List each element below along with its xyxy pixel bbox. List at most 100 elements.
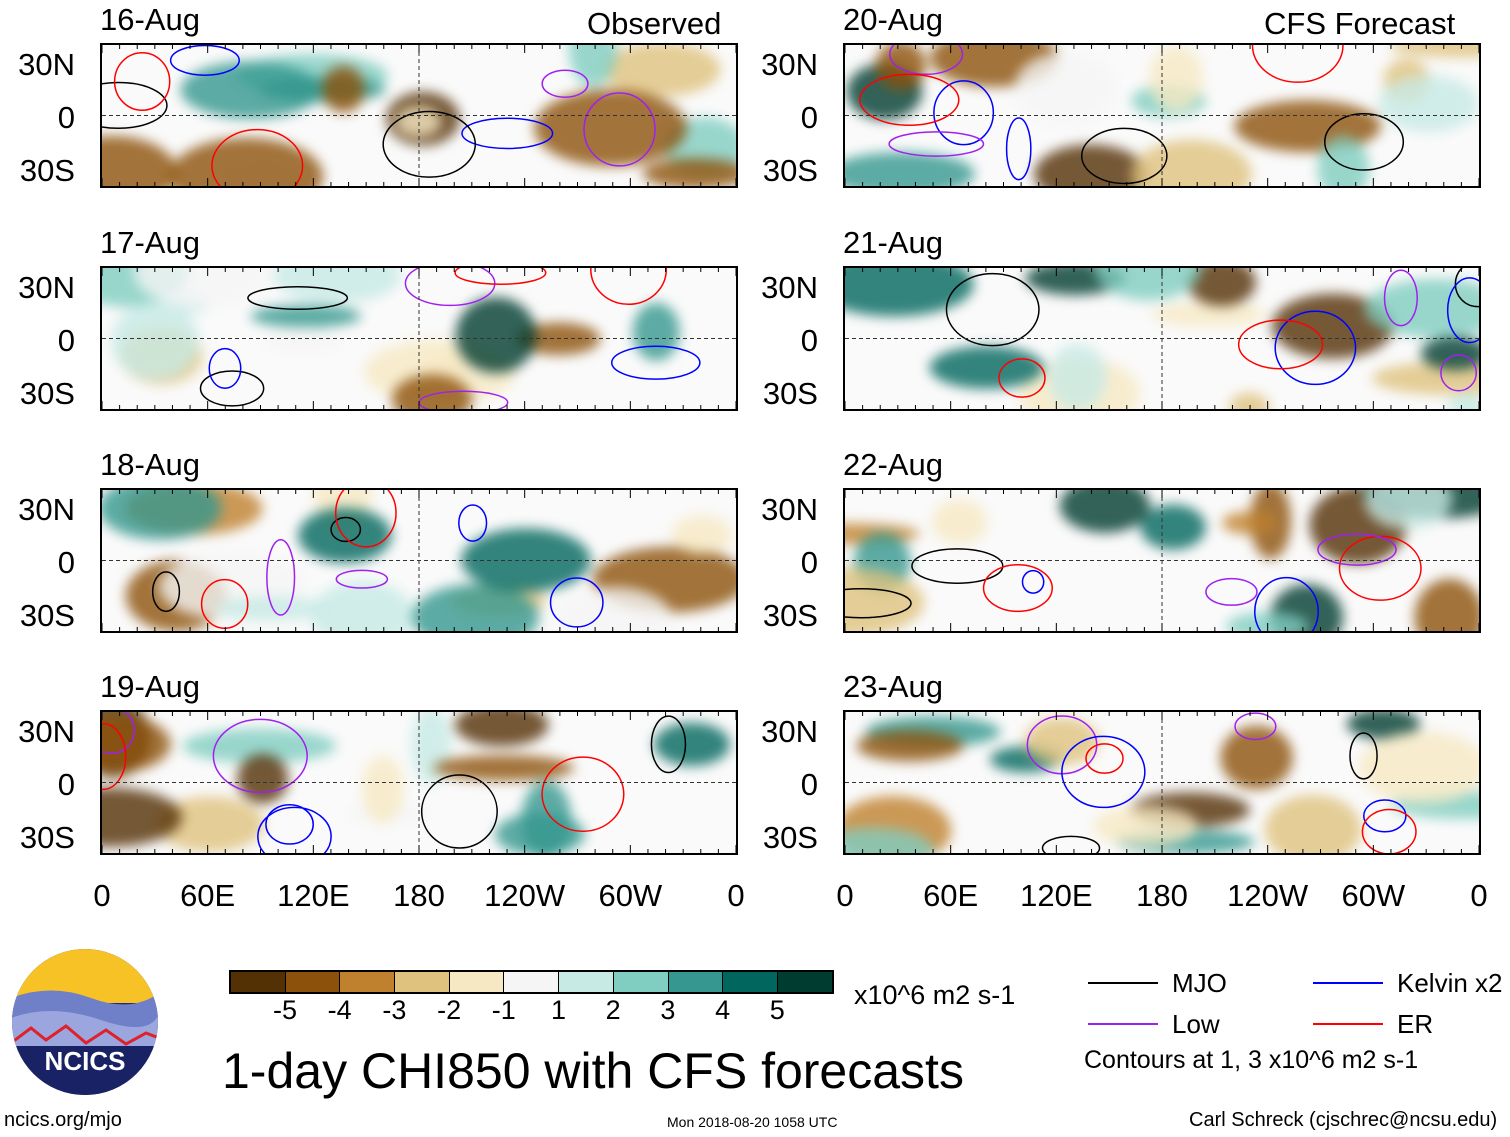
footer-url[interactable]: ncics.org/mjo	[4, 1109, 122, 1131]
contour-line	[102, 722, 127, 791]
contour-line	[382, 110, 477, 178]
panel-date: 20-Aug	[843, 2, 943, 37]
lat-label: 0	[57, 545, 75, 580]
colorbar-swatch	[340, 972, 396, 992]
lat-label: 0	[800, 767, 818, 802]
anomaly-region	[1095, 268, 1201, 301]
panel-date: 21-Aug	[843, 225, 943, 260]
map-panel	[843, 266, 1481, 411]
contour-line	[1061, 735, 1146, 809]
anomaly-region	[433, 755, 575, 781]
panel-date: 22-Aug	[843, 447, 943, 482]
contour-line	[610, 345, 701, 380]
contour-line	[650, 715, 687, 774]
colorbar-label: 1	[550, 995, 567, 1025]
anomaly-region	[1378, 75, 1479, 133]
lat-label: 30S	[19, 153, 75, 188]
colorbar-swatch	[613, 972, 669, 992]
panel-date: 16-Aug	[100, 2, 200, 37]
contour-line	[1085, 743, 1124, 774]
ncics-logo: NCICS	[11, 948, 159, 1096]
lat-label: 0	[57, 323, 75, 358]
contour-line	[113, 51, 171, 111]
colorbar-label: 5	[769, 995, 785, 1025]
contour-line	[334, 490, 397, 548]
lat-label: 30S	[19, 820, 75, 855]
anomaly-region	[1024, 717, 1100, 766]
anomaly-region	[552, 587, 675, 631]
lat-label: 30N	[18, 492, 75, 527]
anomaly-region	[1364, 490, 1452, 530]
map-panel	[843, 488, 1481, 633]
map-panel	[100, 266, 738, 411]
anomaly-region	[671, 515, 733, 555]
anomaly-region	[1264, 794, 1362, 853]
contour-line	[1080, 127, 1168, 185]
legend-line	[1313, 1023, 1383, 1025]
lat-label: 30N	[761, 492, 818, 527]
contour-line	[102, 81, 168, 130]
anomaly-region	[169, 137, 324, 186]
contour-line	[590, 268, 668, 306]
lat-label: 0	[800, 323, 818, 358]
anomaly-region	[273, 268, 401, 304]
contour-line	[549, 577, 604, 628]
colorbar	[229, 970, 834, 994]
contour-line	[330, 516, 362, 543]
colorbar-label: -5	[272, 995, 298, 1025]
lat-label: 30N	[761, 47, 818, 82]
colorbar-swatch	[285, 972, 341, 992]
contour-line	[1317, 533, 1397, 566]
anomaly-region	[1151, 302, 1266, 327]
map-panel	[100, 488, 738, 633]
anomaly-region	[845, 152, 975, 186]
colorbar-swatch	[504, 972, 560, 992]
contour-line	[1349, 732, 1378, 780]
contour-line	[911, 548, 1004, 584]
anomaly-region	[182, 728, 337, 764]
contour-line	[1041, 835, 1101, 853]
lon-label: 180	[1136, 878, 1188, 913]
contour-line	[541, 69, 589, 98]
contour-line	[1361, 808, 1417, 853]
anomaly-region	[1390, 45, 1479, 58]
anomaly-region	[412, 583, 539, 631]
anomaly-region	[395, 106, 442, 138]
anomaly-region	[102, 135, 177, 186]
legend-line	[1088, 1023, 1158, 1025]
colorbar-swatch	[559, 972, 614, 992]
lat-label: 30S	[762, 376, 818, 411]
anomaly-region	[321, 65, 365, 113]
lat-label: 30S	[762, 820, 818, 855]
lat-label: 0	[57, 767, 75, 802]
anomaly-region	[1414, 578, 1479, 631]
anomaly-region	[568, 45, 617, 88]
lat-label: 30N	[761, 270, 818, 305]
anomaly-region	[1420, 336, 1479, 371]
anomaly-region	[265, 321, 341, 353]
forecast-header: CFS Forecast	[1264, 6, 1456, 41]
map-panel	[100, 43, 738, 188]
contour-line	[211, 128, 304, 186]
contour-line	[247, 285, 349, 310]
anomaly-region	[102, 787, 183, 847]
colorbar-swatch	[723, 972, 778, 992]
lat-label: 30N	[18, 47, 75, 82]
lat-label: 30N	[18, 714, 75, 749]
anomaly-region	[601, 45, 721, 97]
anomaly-region	[1014, 52, 1117, 126]
colorbar-swatch	[449, 972, 505, 992]
contour-line	[1324, 113, 1405, 171]
contour-line	[1440, 354, 1478, 392]
colorbar-label: 2	[605, 995, 621, 1025]
anomaly-region	[214, 595, 328, 621]
colorbar-label: -2	[437, 995, 462, 1025]
anomaly-region	[1220, 725, 1293, 790]
anomaly-region	[632, 302, 680, 361]
anomaly-region	[361, 755, 404, 824]
anomaly-region	[102, 490, 222, 540]
map-panel	[100, 710, 738, 855]
contour-line	[420, 774, 498, 849]
anomaly-region	[1093, 805, 1199, 847]
contour-line	[541, 756, 625, 832]
